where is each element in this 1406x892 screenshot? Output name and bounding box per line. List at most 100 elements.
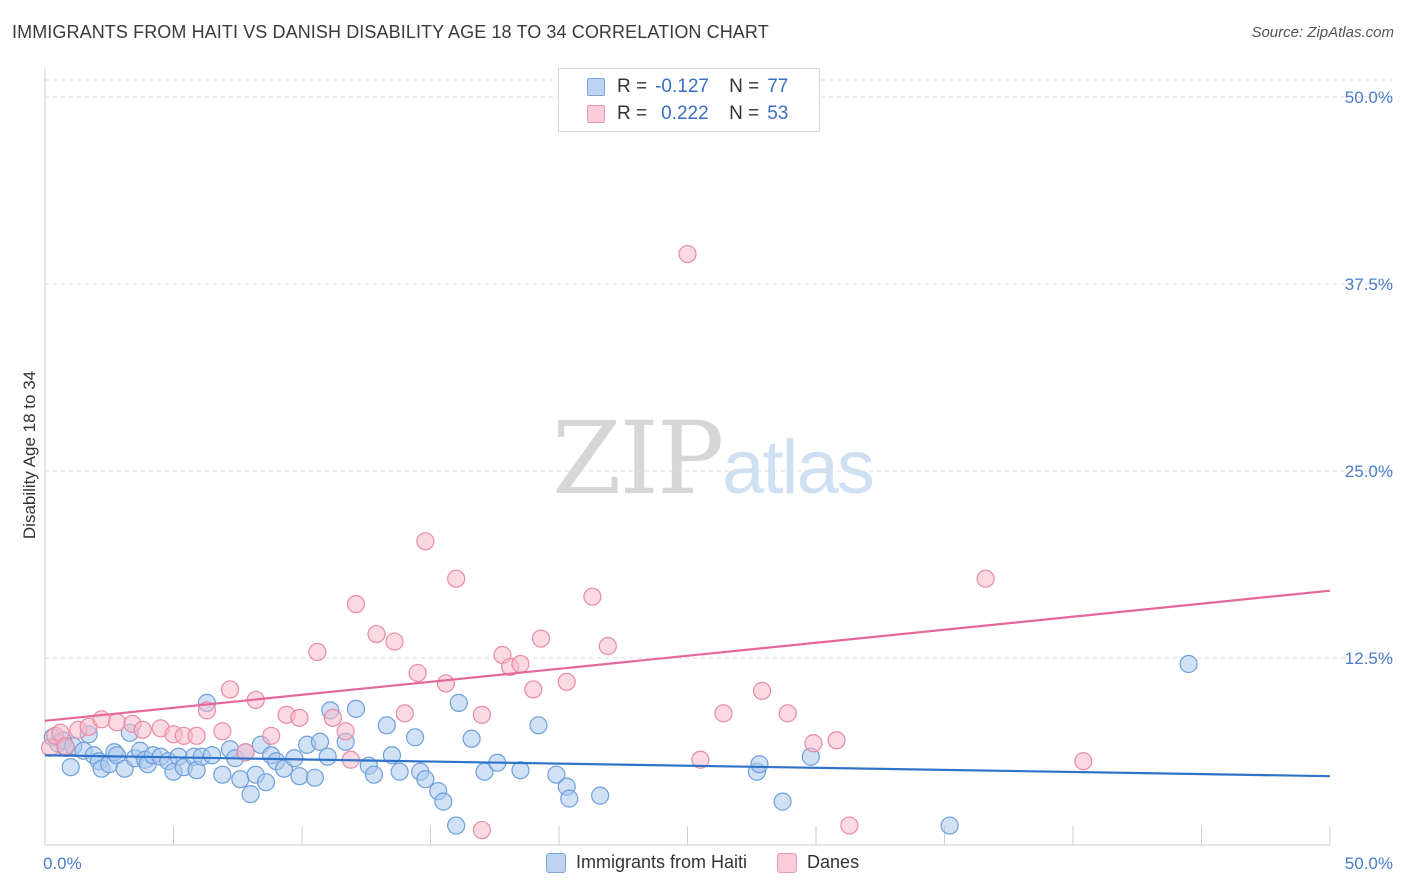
chart-title: IMMIGRANTS FROM HAITI VS DANISH DISABILI…: [12, 22, 769, 42]
watermark-zip: ZIP: [552, 400, 724, 517]
legend-r-label: R =: [617, 103, 648, 124]
grid-lines: [45, 79, 1395, 659]
data-point-danes: [827, 731, 846, 750]
data-point-haiti: [305, 768, 324, 787]
data-point-haiti: [390, 762, 409, 781]
data-point-haiti: [213, 765, 232, 784]
data-point-danes: [92, 710, 111, 729]
data-point-danes: [187, 726, 206, 745]
trend-lines: [44, 589, 1331, 778]
data-point-danes: [323, 708, 342, 727]
data-point-haiti: [290, 767, 309, 786]
data-point-haiti: [310, 732, 330, 751]
data-point-danes: [778, 704, 797, 723]
legend-swatch-pink: [587, 105, 605, 123]
data-point-danes: [1074, 752, 1093, 771]
legend-swatch-blue: [546, 852, 566, 873]
data-point-haiti: [591, 786, 610, 805]
data-point-danes: [133, 720, 152, 739]
data-point-haiti: [61, 758, 80, 777]
legend-item-haiti: Immigrants from Haiti: [546, 852, 747, 873]
data-point-danes: [213, 722, 232, 741]
legend-swatch-blue: [587, 78, 605, 96]
data-point-danes: [290, 708, 309, 727]
data-point-danes: [262, 726, 281, 745]
data-point-haiti: [560, 789, 579, 808]
data-point-danes: [336, 722, 355, 741]
data-point-danes: [598, 636, 617, 656]
data-point-haiti: [940, 816, 959, 835]
legend-row-haiti: R = -0.127 N = 77: [559, 74, 788, 100]
data-point-haiti: [1179, 654, 1198, 674]
data-point-danes: [714, 704, 733, 723]
data-point-danes: [472, 820, 491, 840]
trend-line-danes: [44, 589, 1331, 722]
legend-r-value: 0.222: [661, 103, 709, 124]
data-point-haiti: [231, 770, 250, 789]
data-point-danes: [367, 624, 386, 644]
data-point-haiti: [447, 816, 466, 835]
tick-labels: 12.5% 25.0% 37.5% 50.0% 0.0% 50.0%: [43, 88, 1393, 873]
data-point-danes: [416, 532, 435, 551]
y-tick-label: 12.5%: [1345, 649, 1393, 668]
data-point-haiti: [750, 755, 769, 774]
legend-n-value: 53: [767, 103, 789, 124]
data-point-haiti: [256, 773, 276, 792]
data-point-danes: [804, 734, 823, 753]
data-point-danes: [691, 750, 710, 769]
data-point-haiti: [416, 770, 435, 789]
watermark: ZIPatlas: [552, 400, 875, 517]
data-point-danes: [346, 595, 366, 614]
data-point-danes: [524, 680, 543, 699]
series-legend: Immigrants from Haiti Danes: [546, 852, 889, 873]
legend-series-name: Danes: [807, 852, 860, 872]
legend-n-label: N =: [729, 76, 760, 97]
data-point-danes: [395, 704, 414, 723]
data-point-danes: [531, 629, 551, 648]
legend-r-label: R =: [617, 76, 648, 97]
legend-r-value: -0.127: [655, 76, 709, 97]
data-point-danes: [197, 701, 217, 720]
data-point-danes: [385, 632, 404, 651]
correlation-legend: R = -0.127 N = 77 R = 0.222 N = 53: [558, 68, 820, 132]
y-tick-label: 37.5%: [1345, 275, 1393, 294]
data-point-haiti: [547, 765, 566, 784]
data-point-danes: [557, 672, 576, 692]
x-tick-label: 50.0%: [1345, 854, 1393, 873]
data-point-haiti: [773, 792, 792, 811]
legend-swatch-pink: [777, 852, 798, 873]
data-point-haiti: [346, 699, 366, 718]
data-point-haiti: [529, 716, 548, 735]
data-point-danes: [107, 713, 127, 732]
data-point-danes: [752, 681, 772, 701]
data-point-danes: [511, 654, 530, 674]
data-point-haiti: [382, 746, 402, 765]
data-point-danes: [220, 680, 240, 699]
data-point-haiti: [202, 746, 222, 765]
legend-row-danes: R = 0.222 N = 53: [559, 101, 788, 127]
data-point-haiti: [377, 716, 396, 735]
y-tick-label: 25.0%: [1345, 462, 1393, 481]
data-point-haiti: [511, 761, 530, 780]
x-tick-label: 0.0%: [43, 854, 82, 873]
series-danes-points: [41, 87, 1093, 840]
data-point-danes: [56, 737, 75, 756]
data-point-danes: [447, 569, 466, 588]
data-point-danes: [472, 705, 491, 724]
trend-line-haiti: [44, 754, 1331, 778]
legend-series-name: Immigrants from Haiti: [576, 852, 748, 872]
legend-n-label: N =: [729, 103, 760, 124]
data-point-haiti: [449, 693, 468, 712]
y-tick-label: 50.0%: [1345, 88, 1393, 107]
data-point-haiti: [241, 785, 260, 804]
data-point-danes: [976, 569, 995, 588]
data-point-danes: [678, 244, 697, 264]
data-point-danes: [436, 674, 456, 693]
data-point-haiti: [434, 792, 453, 811]
data-point-danes: [308, 642, 327, 662]
source-credit: Source: ZipAtlas.com: [1251, 24, 1394, 41]
data-point-danes: [236, 743, 255, 762]
data-point-haiti: [405, 728, 425, 747]
data-point-haiti: [318, 747, 337, 766]
legend-n-value: 77: [767, 76, 789, 97]
